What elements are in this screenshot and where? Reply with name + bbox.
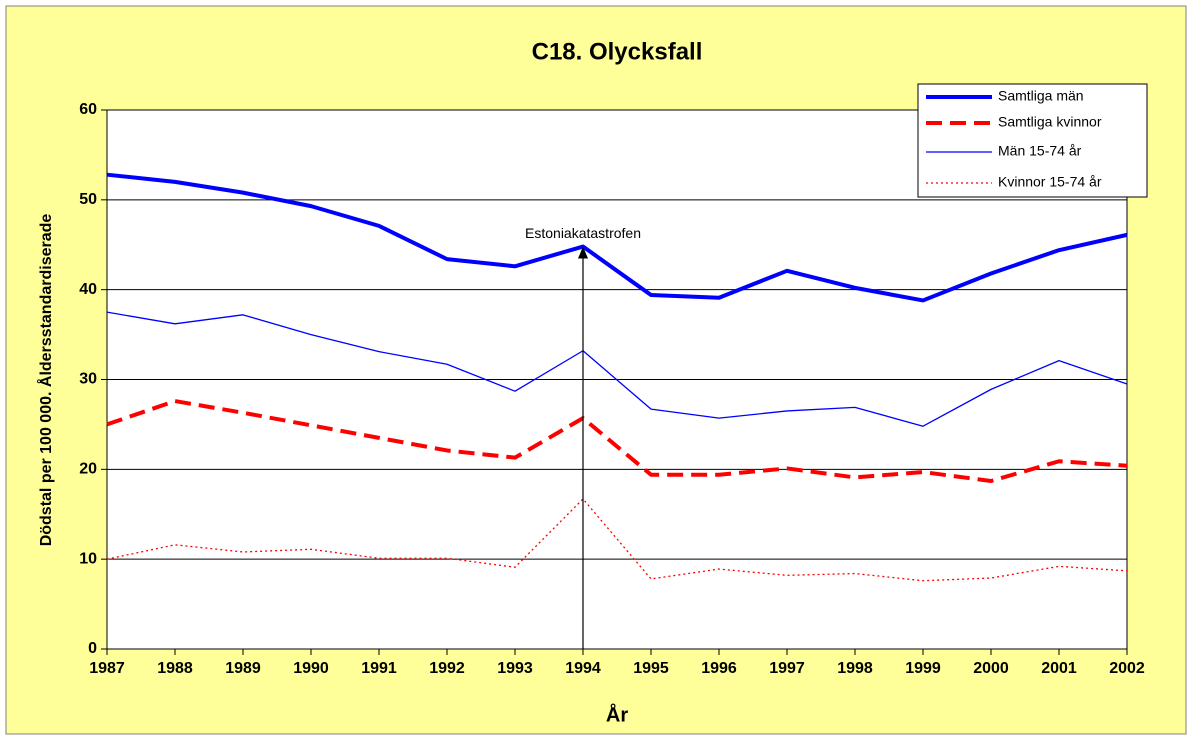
x-tick-label: 2000 bbox=[973, 660, 1009, 677]
y-tick-label: 40 bbox=[79, 281, 97, 298]
series-line bbox=[106, 498, 1128, 582]
legend-label: Samtliga kvinnor bbox=[998, 114, 1102, 130]
y-tick-label: 0 bbox=[88, 640, 97, 657]
annotation-arrowhead bbox=[578, 246, 588, 259]
x-tick-label: 1998 bbox=[837, 660, 873, 677]
plot-border bbox=[106, 109, 1128, 650]
x-tick-label: 1991 bbox=[361, 660, 397, 677]
y-tick-label: 20 bbox=[79, 461, 97, 478]
x-tick-label: 1992 bbox=[429, 660, 465, 677]
y-tick-label: 30 bbox=[79, 371, 97, 388]
x-tick-label: 2001 bbox=[1041, 660, 1077, 677]
x-tick-label: 1987 bbox=[89, 660, 125, 677]
x-tick-label: 1989 bbox=[225, 660, 261, 677]
y-tick-label: 60 bbox=[79, 101, 97, 118]
chart-title: C18. Olycksfall bbox=[532, 38, 703, 65]
series-line bbox=[106, 311, 1128, 427]
x-tick-label: 1988 bbox=[157, 660, 193, 677]
legend-box bbox=[917, 83, 1148, 198]
x-tick-label: 1999 bbox=[905, 660, 941, 677]
legend-label: Män 15-74 år bbox=[998, 143, 1082, 159]
legend-label: Samtliga män bbox=[998, 88, 1084, 104]
annotation-text: Estoniakatastrofen bbox=[525, 225, 641, 241]
x-tick-label: 1994 bbox=[565, 660, 601, 677]
x-axis-title: År bbox=[606, 702, 628, 726]
series-line bbox=[106, 172, 1128, 303]
y-axis-title: Dödstal per 100 000. Åldersstandardisera… bbox=[36, 214, 55, 547]
y-tick-label: 10 bbox=[79, 550, 97, 567]
x-tick-label: 1997 bbox=[769, 660, 805, 677]
x-tick-label: 2002 bbox=[1109, 660, 1145, 677]
legend: Samtliga män Samtliga kvinnor Män 15-74 år… bbox=[917, 83, 1148, 198]
x-tick-label: 1995 bbox=[633, 660, 669, 677]
x-tick-label: 1993 bbox=[497, 660, 533, 677]
series-line bbox=[106, 399, 1128, 484]
legend-label: Kvinnor 15-74 år bbox=[998, 174, 1102, 190]
x-tick-label: 1990 bbox=[293, 660, 329, 677]
x-tick-label: 1996 bbox=[701, 660, 737, 677]
y-tick-label: 50 bbox=[79, 191, 97, 208]
